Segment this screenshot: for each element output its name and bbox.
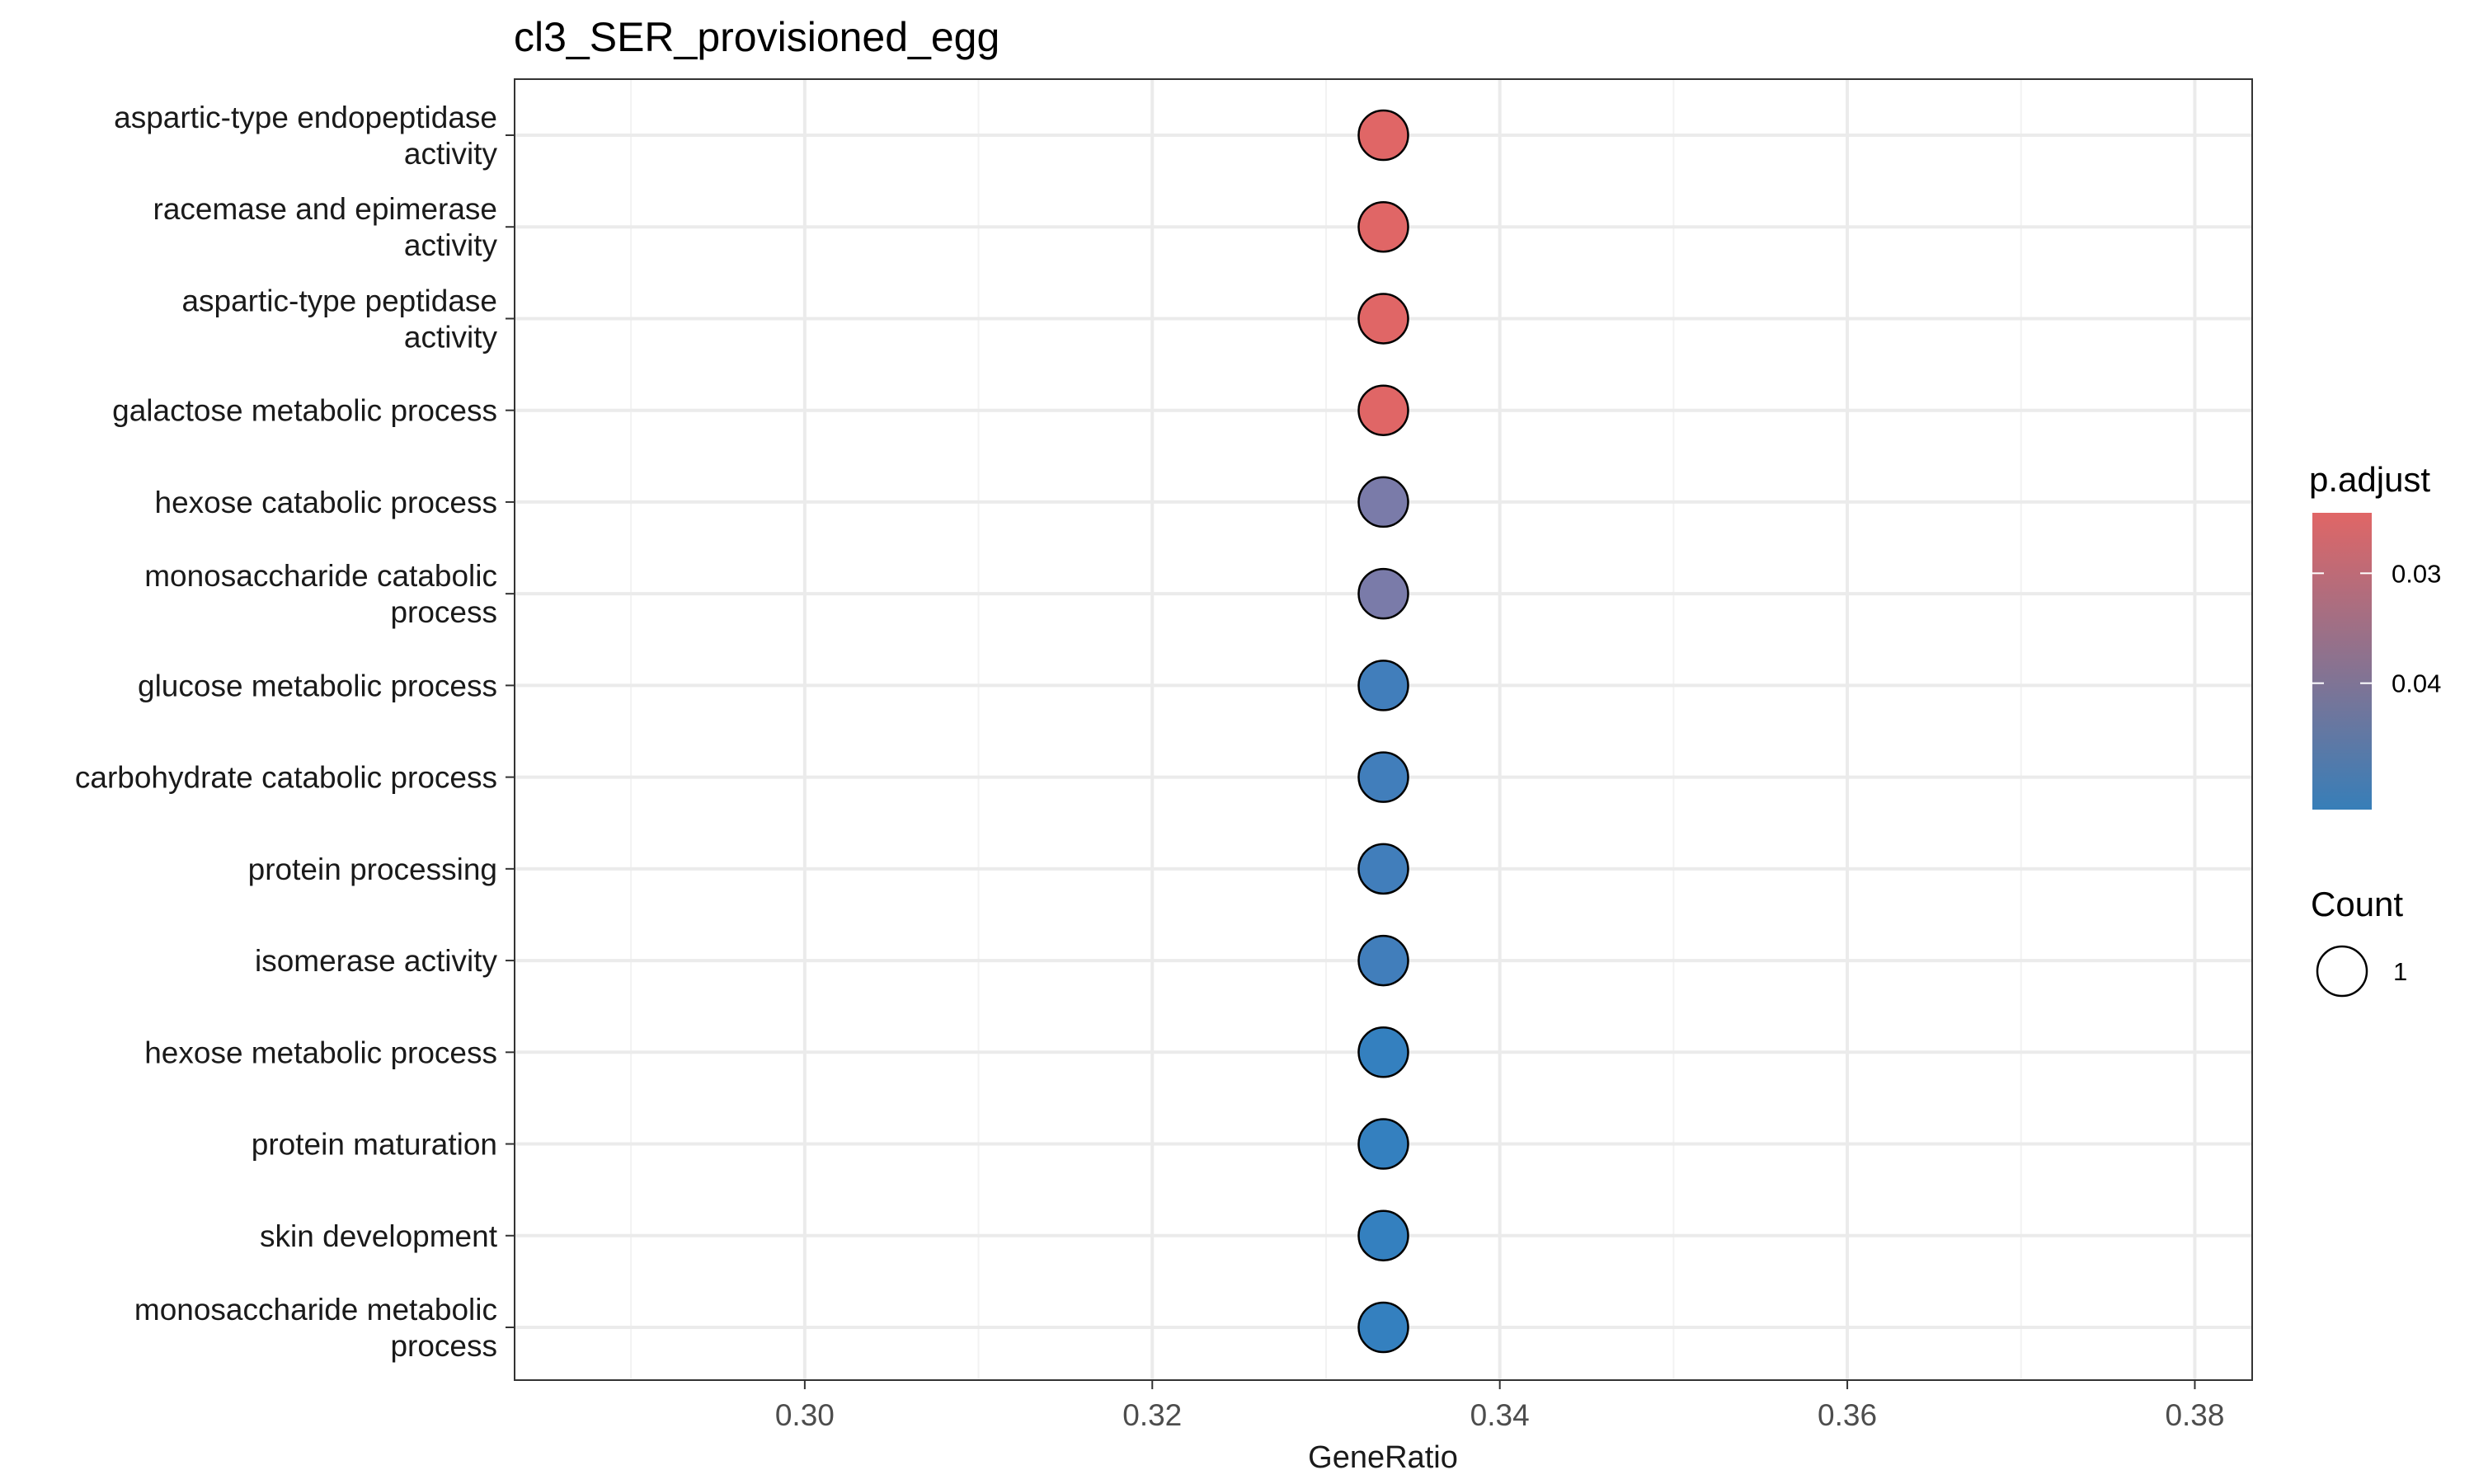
y-tick-label: aspartic-type endopeptidase activity [114, 101, 497, 171]
legend-color-tick-label: 0.03 [2392, 559, 2441, 588]
data-point [1357, 751, 1409, 803]
legend-color-ticks: 0.03 0.04 [2312, 559, 2441, 698]
data-points [1357, 109, 1409, 1354]
x-tick-label: 0.34 [1470, 1398, 1530, 1432]
data-point [1357, 200, 1409, 253]
data-point [1357, 293, 1409, 345]
legend-padjust-title: p.adjust [2309, 460, 2430, 499]
data-point [1357, 660, 1409, 711]
data-point [1357, 384, 1409, 436]
legend-color-bar [2312, 513, 2372, 810]
y-tick-label: galactose metabolic process [112, 394, 497, 428]
legend-count-title: Count [2311, 885, 2403, 923]
x-tick-label: 0.36 [1818, 1398, 1877, 1432]
y-tick-label: skin development [260, 1219, 498, 1253]
data-point [1357, 1118, 1409, 1170]
data-point [1357, 1026, 1409, 1078]
data-point [1357, 934, 1409, 987]
x-tick-label: 0.30 [775, 1398, 835, 1432]
y-tick-label: carbohydrate catabolic process [75, 761, 497, 795]
y-tick-label: protein processing [248, 852, 497, 886]
data-point [1357, 843, 1409, 895]
x-tick-label: 0.38 [2165, 1398, 2224, 1432]
legend-size-key [2316, 945, 2368, 998]
chart-title: cl3_SER_provisioned_egg [514, 14, 999, 60]
x-tick-label: 0.32 [1122, 1398, 1182, 1432]
major-gridlines [515, 79, 2252, 1380]
legend-size-keys: 1 [2316, 945, 2407, 998]
y-tick-label: racemase and epimerase activity [153, 192, 498, 262]
data-point [1357, 1209, 1409, 1262]
y-tick-label: glucose metabolic process [138, 669, 497, 702]
x-axis-label: GeneRatio [1308, 1440, 1458, 1475]
legend-padjust: p.adjust 0.03 0.04 [2309, 460, 2441, 810]
data-point [1357, 1301, 1409, 1354]
y-axis: aspartic-type endopeptidase activity racem… [75, 101, 515, 1363]
data-point [1357, 109, 1409, 162]
y-tick-label: aspartic-type peptidase activity [181, 284, 497, 354]
y-tick-label: monosaccharide metabolic process [134, 1293, 497, 1363]
legend-color-tick-label: 0.04 [2392, 669, 2441, 698]
y-tick-label: protein maturation [252, 1128, 497, 1162]
data-point [1357, 567, 1409, 620]
y-tick-label: isomerase activity [255, 944, 498, 978]
x-axis: 0.30 0.32 0.34 0.36 0.38 [775, 1380, 2224, 1432]
minor-gridlines [630, 79, 2022, 1380]
plot-panel [514, 78, 2253, 1381]
legend-size-label: 1 [2393, 957, 2407, 986]
legend-count: Count 1 [2311, 885, 2407, 998]
y-tick-label: hexose metabolic process [144, 1036, 497, 1069]
data-point [1357, 476, 1409, 528]
y-tick-label: hexose catabolic process [155, 486, 497, 519]
y-tick-label: monosaccharide catabolic process [144, 559, 497, 629]
